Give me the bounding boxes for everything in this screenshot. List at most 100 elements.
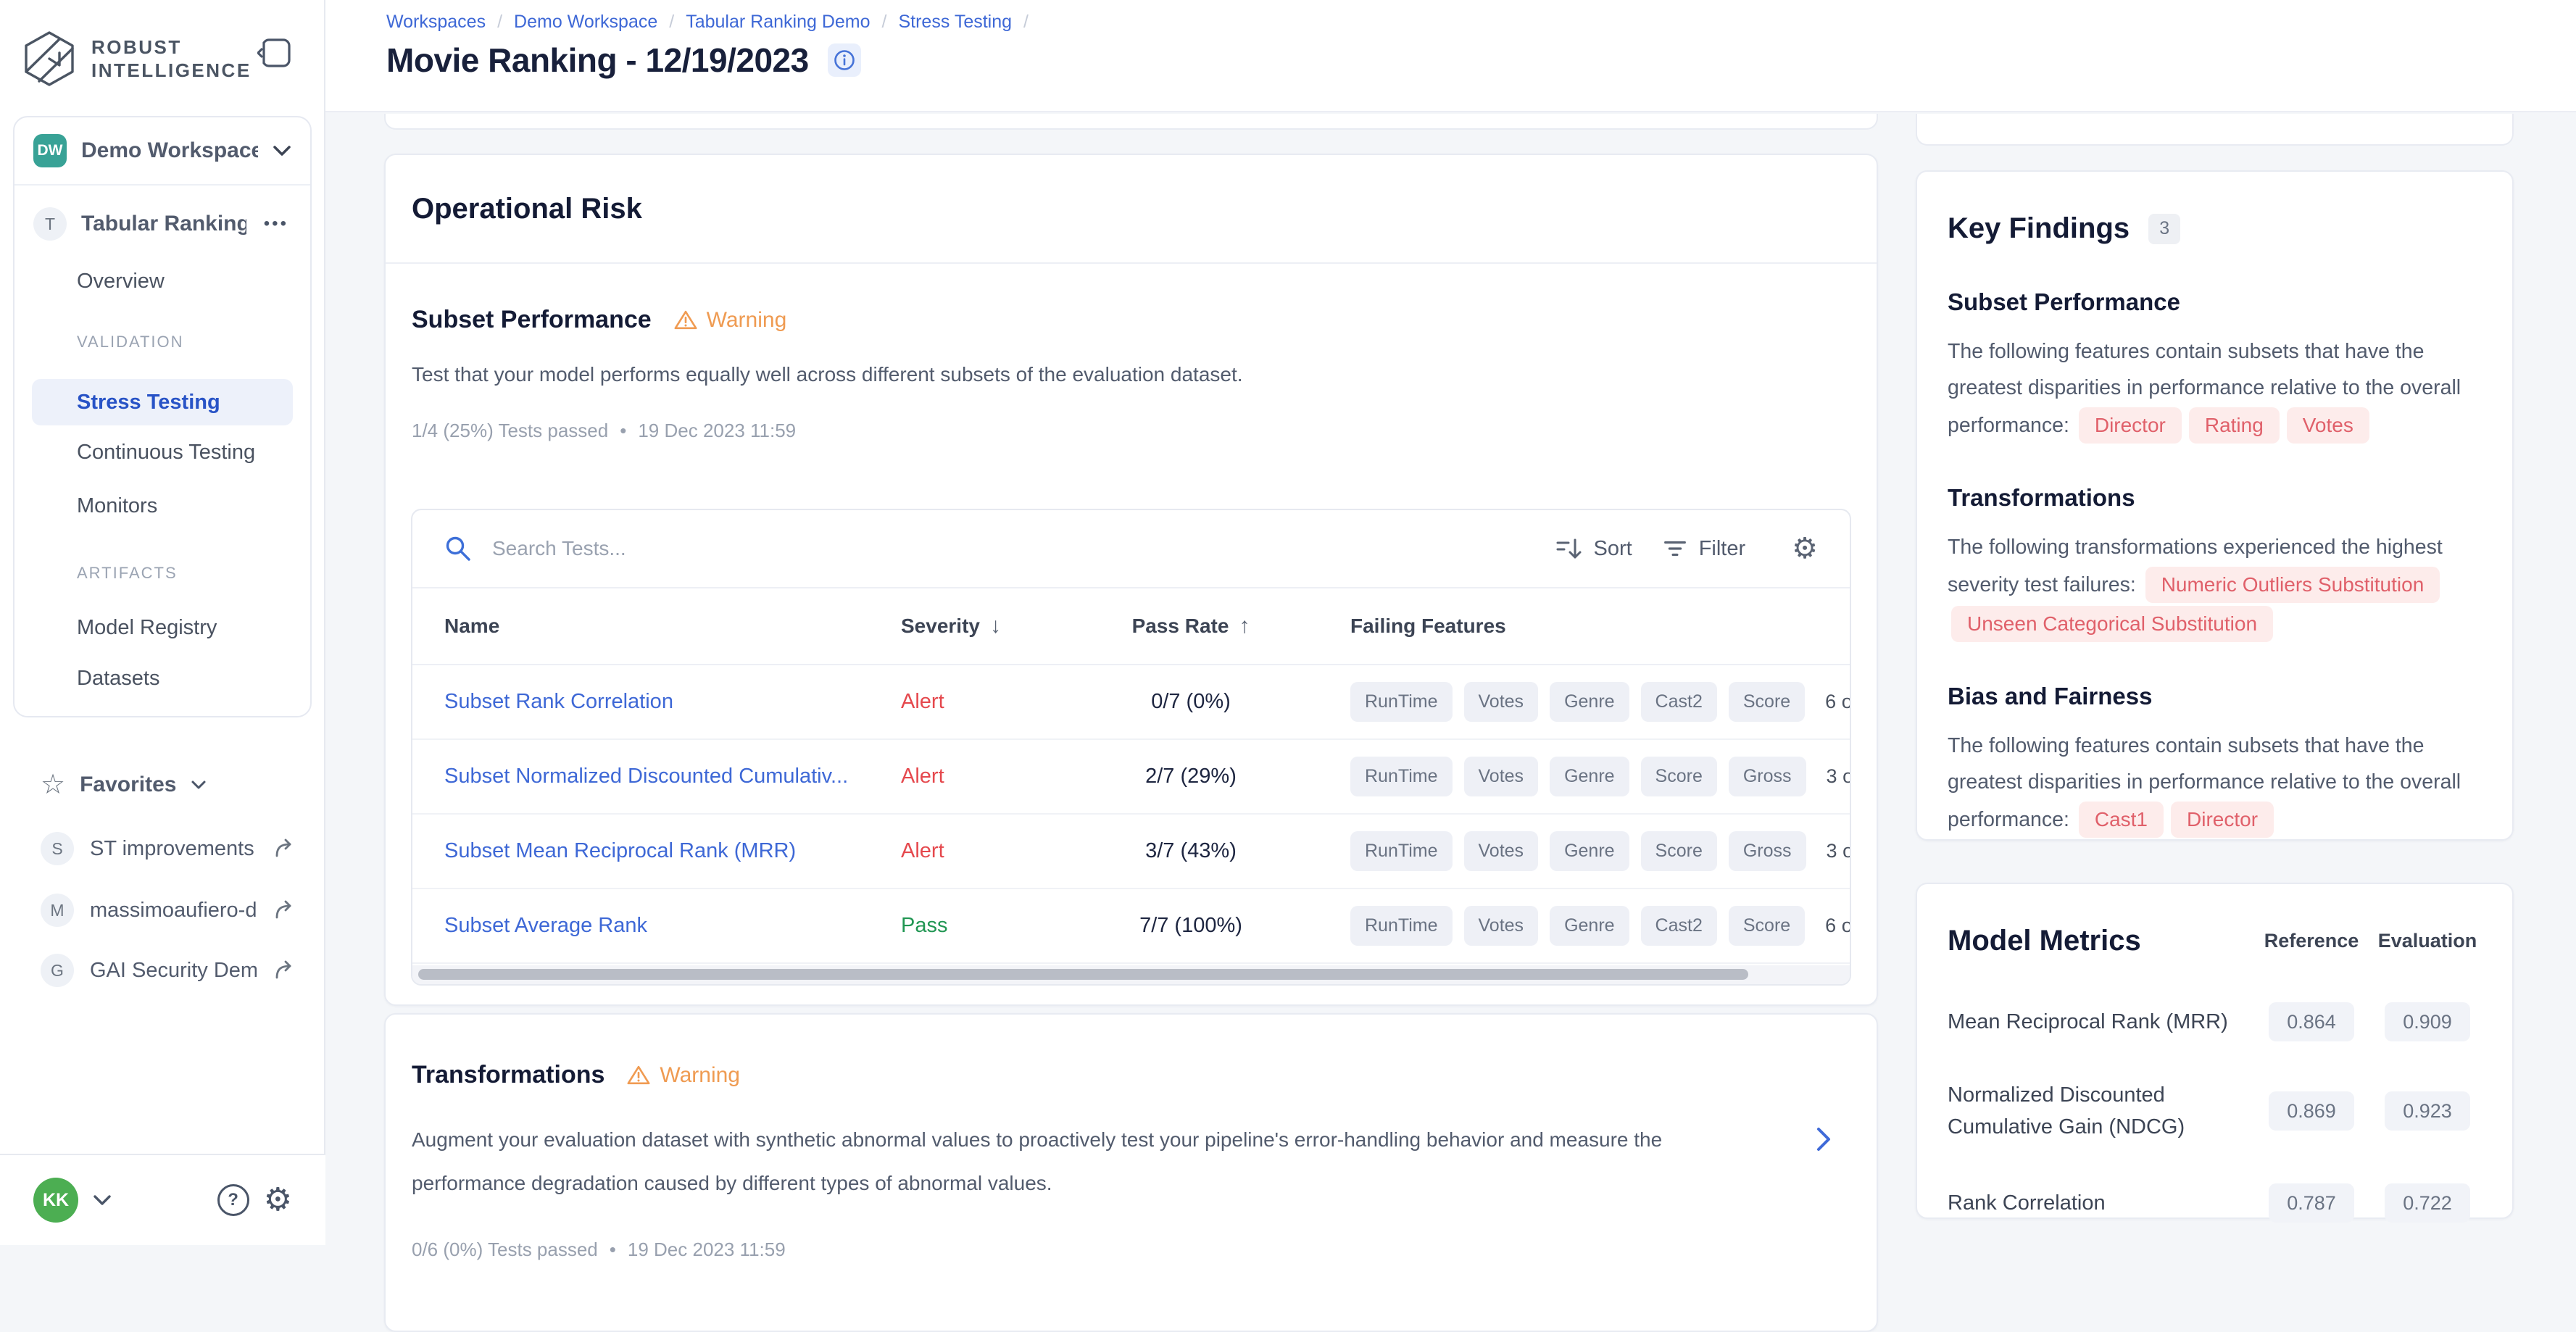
breadcrumb-separator: /	[669, 12, 675, 32]
breadcrumb-link[interactable]: Workspaces	[386, 12, 486, 32]
favorite-item[interactable]: S ST improvements ...	[41, 828, 296, 870]
robust-intelligence-logo-icon	[23, 30, 75, 87]
feature-chip: RunTime	[1350, 682, 1453, 722]
sidebar-item-continuous-testing[interactable]: Continuous Testing	[77, 440, 256, 464]
failing-features: RunTime Votes Genre Score Gross 3 others	[1350, 757, 1850, 796]
more-menu-icon[interactable]: •••	[263, 214, 288, 233]
table-row: Subset Average Rank Pass 7/7 (100%) RunT…	[412, 889, 1850, 964]
test-table-body: Subset Rank Correlation Alert 0/7 (0%) R…	[412, 665, 1850, 964]
favorite-name: ST improvements ...	[90, 836, 257, 860]
others-count: 3 others	[1826, 840, 1850, 862]
finding-title: Subset Performance	[1948, 288, 2180, 315]
scrollbar-thumb[interactable]	[418, 969, 1748, 980]
sidebar: ROBUST INTELLIGENCE DW Demo Workspace T …	[0, 0, 325, 1245]
warning-icon	[626, 1064, 651, 1086]
sort-asc-icon: ↑	[1239, 614, 1250, 638]
column-severity[interactable]: Severity ↓	[901, 614, 1001, 638]
column-name: Name	[444, 615, 500, 637]
sidebar-item-overview[interactable]: Overview	[77, 269, 165, 293]
table-row: Subset Mean Reciprocal Rank (MRR) Alert …	[412, 815, 1850, 889]
dot-separator: •	[609, 1239, 616, 1260]
favorite-name: massimoaufiero-d...	[90, 898, 257, 922]
feature-chip: Votes	[1463, 906, 1539, 946]
test-name-link[interactable]: Subset Average Rank	[444, 914, 647, 937]
external-link-icon[interactable]	[273, 837, 296, 860]
finding-text: The following transformations experience…	[1948, 529, 2482, 644]
finding-chip: Director	[2078, 407, 2182, 444]
evaluation-value: 0.923	[2385, 1091, 2470, 1131]
user-avatar[interactable]: KK	[33, 1178, 78, 1223]
info-icon[interactable]	[827, 43, 861, 77]
sort-button[interactable]: Sort	[1555, 534, 1632, 563]
column-pass-rate[interactable]: Pass Rate ↑	[1131, 614, 1250, 638]
test-name-link[interactable]: Subset Mean Reciprocal Rank (MRR)	[444, 839, 797, 862]
feature-chip: Genre	[1550, 682, 1629, 722]
favorite-item[interactable]: M massimoaufiero-d...	[41, 889, 296, 931]
breadcrumb: Workspaces / Demo Workspace / Tabular Rankin…	[386, 12, 1040, 33]
run-date: 19 Dec 2023 11:59	[627, 1239, 786, 1260]
tests-table: Sort Filter ⚙ Name Severity↓ Pass Rate↑ …	[411, 509, 1851, 986]
sort-desc-icon: ↓	[989, 614, 1001, 638]
metric-label: Normalized Discounted Cumulative Gain (N…	[1948, 1083, 2185, 1139]
panel-title: Model Metrics	[1948, 925, 2141, 957]
favorite-name: GAI Security Demo	[90, 958, 257, 982]
breadcrumb-link[interactable]: Tabular Ranking Demo	[686, 12, 871, 32]
evaluation-value: 0.909	[2385, 1002, 2470, 1041]
workspace-selector[interactable]: DW Demo Workspace	[14, 117, 310, 186]
search-icon	[444, 535, 472, 562]
settings-gear-icon[interactable]: ⚙	[263, 1182, 292, 1217]
breadcrumb-link[interactable]: Demo Workspace	[514, 12, 658, 32]
transformations-card: Transformations Warning Augment your eva…	[384, 1013, 1878, 1332]
open-section-icon[interactable]	[1816, 1125, 1833, 1154]
sort-icon	[1555, 534, 1584, 563]
chevron-down-icon[interactable]	[93, 1194, 112, 1206]
severity-value: Alert	[901, 765, 944, 788]
external-link-icon[interactable]	[273, 899, 296, 922]
feature-chip: Score	[1640, 831, 1717, 871]
sidebar-item-model-registry[interactable]: Model Registry	[77, 615, 217, 639]
project-row[interactable]: T Tabular Ranking ... •••	[14, 200, 310, 248]
reference-value: 0.864	[2269, 1002, 2354, 1041]
filter-icon	[1661, 535, 1689, 562]
feature-chip: Gross	[1728, 757, 1806, 796]
favorites-toggle[interactable]: ☆ Favorites	[41, 767, 207, 803]
sidebar-item-monitors[interactable]: Monitors	[77, 494, 158, 517]
pass-rate-value: 0/7 (0%)	[1151, 690, 1231, 713]
breadcrumb-link[interactable]: Stress Testing	[898, 12, 1013, 32]
chevron-down-icon	[273, 145, 291, 157]
subset-performance-section: Subset Performance Warning Test that you…	[386, 306, 1877, 533]
collapse-sidebar-icon[interactable]	[257, 38, 291, 68]
severity-value: Alert	[901, 690, 944, 713]
help-icon[interactable]: ?	[217, 1184, 249, 1216]
feature-chip: Cast2	[1640, 906, 1717, 946]
sidebar-item-datasets[interactable]: Datasets	[77, 666, 160, 690]
card-title: Operational Risk	[412, 192, 642, 225]
test-name-link[interactable]: Subset Rank Correlation	[444, 690, 673, 713]
pass-rate-value: 7/7 (100%)	[1139, 914, 1242, 937]
page-header: Workspaces / Demo Workspace / Tabular Rankin…	[325, 0, 2576, 112]
sidebar-item-stress-testing[interactable]: Stress Testing	[32, 379, 293, 425]
finding-title: Bias and Fairness	[1948, 683, 2153, 709]
search-input[interactable]	[492, 537, 1555, 560]
metric-row: Rank Correlation 0.787 0.722	[1948, 1183, 2482, 1223]
breadcrumb-separator: /	[881, 12, 887, 32]
external-link-icon[interactable]	[273, 959, 296, 982]
evaluation-value: 0.722	[2385, 1183, 2470, 1223]
finding-section: Subset Performance The following feature…	[1948, 288, 2482, 445]
evaluation-column-header: Evaluation	[2377, 930, 2477, 952]
finding-chip: Director	[2171, 802, 2274, 838]
favorite-avatar: G	[41, 954, 74, 987]
filter-button[interactable]: Filter	[1661, 535, 1745, 562]
status-badge: Warning	[626, 1063, 740, 1088]
tests-passed: 1/4 (25%) Tests passed	[412, 420, 609, 441]
favorite-avatar: S	[41, 832, 74, 865]
tests-passed: 0/6 (0%) Tests passed	[412, 1239, 598, 1260]
horizontal-scrollbar	[412, 965, 1850, 984]
page-title: Movie Ranking - 12/19/2023	[386, 41, 809, 79]
favorite-avatar: M	[41, 894, 74, 927]
test-name-link[interactable]: Subset Normalized Discounted Cumulativ..…	[444, 765, 849, 788]
table-settings-icon[interactable]: ⚙	[1792, 533, 1818, 565]
feature-chip: Genre	[1550, 906, 1629, 946]
feature-chip: Genre	[1550, 831, 1629, 871]
favorite-item[interactable]: G GAI Security Demo	[41, 949, 296, 991]
